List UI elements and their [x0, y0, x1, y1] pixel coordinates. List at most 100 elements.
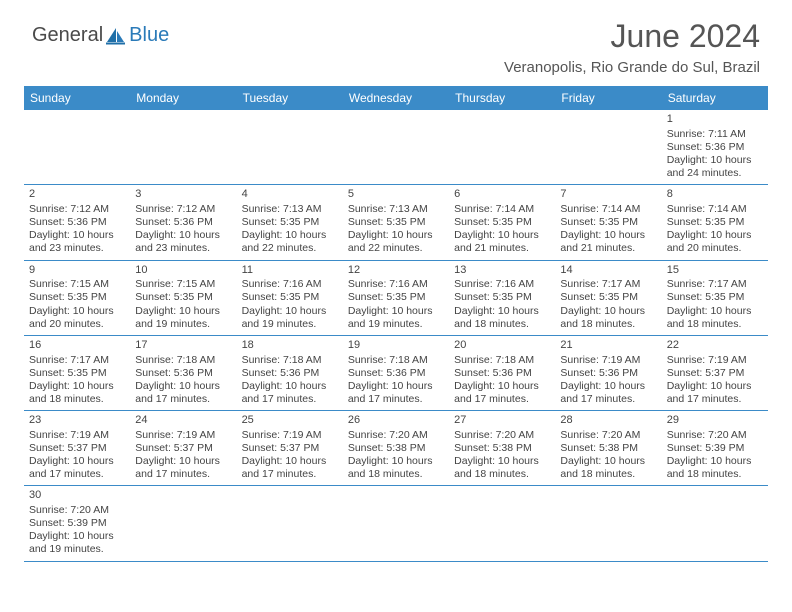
daylight-line-2: and 21 minutes. — [454, 242, 550, 255]
day-number: 13 — [454, 264, 550, 278]
day-number: 27 — [454, 414, 550, 428]
daylight-line-2: and 23 minutes. — [135, 242, 231, 255]
daylight-line-2: and 19 minutes. — [242, 318, 338, 331]
logo: General Blue — [32, 24, 169, 47]
sunset-line: Sunset: 5:36 PM — [560, 367, 656, 380]
sunrise-line: Sunrise: 7:19 AM — [560, 354, 656, 367]
day-of-week-label: Tuesday — [237, 86, 343, 110]
daylight-line-1: Daylight: 10 hours — [242, 229, 338, 242]
daylight-line-2: and 17 minutes. — [135, 468, 231, 481]
day-of-week-label: Thursday — [449, 86, 555, 110]
sunset-line: Sunset: 5:37 PM — [29, 442, 125, 455]
sunset-line: Sunset: 5:35 PM — [348, 216, 444, 229]
daylight-line-2: and 18 minutes. — [454, 318, 550, 331]
sunrise-line: Sunrise: 7:20 AM — [667, 429, 763, 442]
calendar-cell: 24Sunrise: 7:19 AMSunset: 5:37 PMDayligh… — [130, 411, 236, 486]
calendar-cell-empty — [343, 110, 449, 185]
sunset-line: Sunset: 5:39 PM — [29, 517, 125, 530]
day-number: 21 — [560, 339, 656, 353]
daylight-line-1: Daylight: 10 hours — [242, 455, 338, 468]
daylight-line-1: Daylight: 10 hours — [560, 455, 656, 468]
sunrise-line: Sunrise: 7:15 AM — [135, 278, 231, 291]
day-number: 23 — [29, 414, 125, 428]
sunrise-line: Sunrise: 7:17 AM — [560, 278, 656, 291]
daylight-line-2: and 18 minutes. — [560, 318, 656, 331]
calendar-grid: 1Sunrise: 7:11 AMSunset: 5:36 PMDaylight… — [24, 110, 768, 562]
day-of-week-label: Monday — [130, 86, 236, 110]
calendar-cell-empty — [237, 486, 343, 561]
calendar-cell-empty — [237, 110, 343, 185]
sunset-line: Sunset: 5:35 PM — [667, 216, 763, 229]
calendar-cell-empty — [662, 486, 768, 561]
sunrise-line: Sunrise: 7:20 AM — [348, 429, 444, 442]
sunrise-line: Sunrise: 7:19 AM — [29, 429, 125, 442]
sunrise-line: Sunrise: 7:13 AM — [348, 203, 444, 216]
day-of-week-label: Saturday — [662, 86, 768, 110]
calendar: SundayMondayTuesdayWednesdayThursdayFrid… — [24, 86, 768, 562]
sunrise-line: Sunrise: 7:19 AM — [135, 429, 231, 442]
sunrise-line: Sunrise: 7:18 AM — [135, 354, 231, 367]
sunset-line: Sunset: 5:35 PM — [454, 291, 550, 304]
day-of-week-label: Wednesday — [343, 86, 449, 110]
daylight-line-2: and 17 minutes. — [135, 393, 231, 406]
sunset-line: Sunset: 5:35 PM — [667, 291, 763, 304]
day-number: 16 — [29, 339, 125, 353]
sunrise-line: Sunrise: 7:16 AM — [242, 278, 338, 291]
calendar-cell-empty — [130, 486, 236, 561]
sunrise-line: Sunrise: 7:17 AM — [667, 278, 763, 291]
calendar-cell: 30Sunrise: 7:20 AMSunset: 5:39 PMDayligh… — [24, 486, 130, 561]
calendar-cell: 10Sunrise: 7:15 AMSunset: 5:35 PMDayligh… — [130, 261, 236, 336]
calendar-cell: 16Sunrise: 7:17 AMSunset: 5:35 PMDayligh… — [24, 336, 130, 411]
calendar-cell: 14Sunrise: 7:17 AMSunset: 5:35 PMDayligh… — [555, 261, 661, 336]
daylight-line-1: Daylight: 10 hours — [667, 455, 763, 468]
day-of-week-label: Friday — [555, 86, 661, 110]
calendar-cell: 6Sunrise: 7:14 AMSunset: 5:35 PMDaylight… — [449, 185, 555, 260]
daylight-line-2: and 22 minutes. — [242, 242, 338, 255]
day-number: 19 — [348, 339, 444, 353]
sunset-line: Sunset: 5:37 PM — [667, 367, 763, 380]
sunrise-line: Sunrise: 7:14 AM — [560, 203, 656, 216]
day-number: 11 — [242, 264, 338, 278]
day-number: 12 — [348, 264, 444, 278]
day-number: 17 — [135, 339, 231, 353]
daylight-line-1: Daylight: 10 hours — [560, 380, 656, 393]
daylight-line-2: and 18 minutes. — [560, 468, 656, 481]
sunrise-line: Sunrise: 7:15 AM — [29, 278, 125, 291]
sunrise-line: Sunrise: 7:19 AM — [242, 429, 338, 442]
sunset-line: Sunset: 5:35 PM — [29, 367, 125, 380]
page-title: June 2024 — [504, 18, 760, 55]
sunset-line: Sunset: 5:35 PM — [242, 291, 338, 304]
daylight-line-1: Daylight: 10 hours — [29, 530, 125, 543]
daylight-line-2: and 17 minutes. — [242, 393, 338, 406]
calendar-cell: 28Sunrise: 7:20 AMSunset: 5:38 PMDayligh… — [555, 411, 661, 486]
day-number: 1 — [667, 113, 763, 127]
sunset-line: Sunset: 5:36 PM — [135, 367, 231, 380]
sunset-line: Sunset: 5:35 PM — [242, 216, 338, 229]
day-number: 25 — [242, 414, 338, 428]
calendar-cell: 25Sunrise: 7:19 AMSunset: 5:37 PMDayligh… — [237, 411, 343, 486]
header: General Blue June 2024 Veranopolis, Rio … — [0, 0, 792, 80]
daylight-line-1: Daylight: 10 hours — [242, 305, 338, 318]
daylight-line-1: Daylight: 10 hours — [29, 305, 125, 318]
calendar-cell: 4Sunrise: 7:13 AMSunset: 5:35 PMDaylight… — [237, 185, 343, 260]
sunrise-line: Sunrise: 7:14 AM — [454, 203, 550, 216]
daylight-line-1: Daylight: 10 hours — [667, 229, 763, 242]
calendar-cell-empty — [343, 486, 449, 561]
calendar-cell: 3Sunrise: 7:12 AMSunset: 5:36 PMDaylight… — [130, 185, 236, 260]
daylight-line-2: and 20 minutes. — [29, 318, 125, 331]
daylight-line-1: Daylight: 10 hours — [29, 380, 125, 393]
calendar-cell: 22Sunrise: 7:19 AMSunset: 5:37 PMDayligh… — [662, 336, 768, 411]
sunset-line: Sunset: 5:35 PM — [560, 291, 656, 304]
daylight-line-1: Daylight: 10 hours — [135, 305, 231, 318]
sunset-line: Sunset: 5:37 PM — [242, 442, 338, 455]
calendar-cell-empty — [555, 110, 661, 185]
daylight-line-2: and 18 minutes. — [667, 468, 763, 481]
sunrise-line: Sunrise: 7:12 AM — [135, 203, 231, 216]
sunrise-line: Sunrise: 7:20 AM — [454, 429, 550, 442]
calendar-cell: 11Sunrise: 7:16 AMSunset: 5:35 PMDayligh… — [237, 261, 343, 336]
daylight-line-1: Daylight: 10 hours — [454, 455, 550, 468]
daylight-line-1: Daylight: 10 hours — [348, 455, 444, 468]
day-number: 22 — [667, 339, 763, 353]
sunrise-line: Sunrise: 7:16 AM — [454, 278, 550, 291]
calendar-cell: 8Sunrise: 7:14 AMSunset: 5:35 PMDaylight… — [662, 185, 768, 260]
